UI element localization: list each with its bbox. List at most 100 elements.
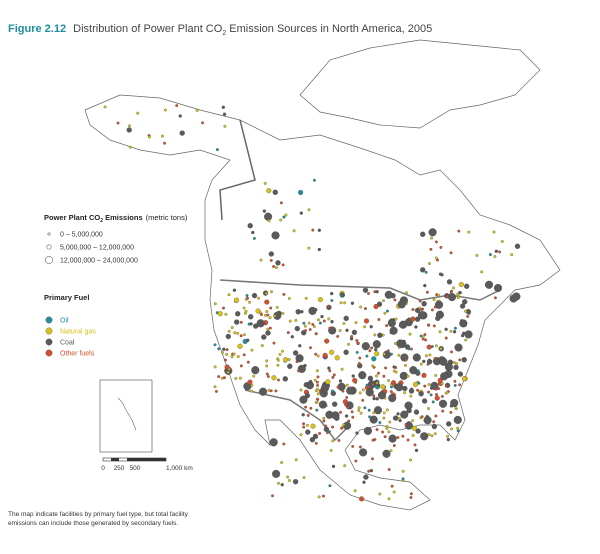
facility-dot [361, 388, 365, 392]
facility-dot [251, 366, 260, 375]
facility-dot [387, 468, 391, 471]
facility-dot [387, 497, 391, 501]
facility-dot [373, 333, 377, 337]
facility-dot [266, 327, 270, 331]
facility-dot [409, 496, 413, 499]
facility-dot [434, 395, 440, 401]
facility-dot [213, 302, 217, 306]
facility-dot [275, 305, 279, 309]
facility-dot [136, 111, 140, 115]
facility-dot [316, 375, 320, 379]
facility-dot [339, 301, 343, 305]
facility-dot [339, 410, 343, 414]
facility-dot [269, 306, 273, 310]
facility-dot [440, 372, 449, 381]
facility-dot [500, 240, 504, 243]
facility-dot [290, 335, 294, 339]
title-subscript: 2 [222, 30, 226, 37]
facility-dot [287, 479, 291, 482]
facility-dot [247, 322, 251, 326]
facility-dot [363, 325, 367, 329]
facility-dot [488, 253, 492, 257]
facility-dot [331, 425, 335, 429]
facility-dot [227, 293, 231, 297]
facility-dot [286, 475, 290, 479]
facility-dot [434, 373, 438, 377]
facility-dot [274, 266, 278, 269]
facility-dot [382, 299, 385, 303]
facility-dot [343, 315, 349, 322]
facility-dot [234, 376, 238, 380]
facility-dot [382, 416, 386, 420]
fuel-label: Coal [60, 340, 75, 347]
facility-dot [345, 383, 349, 387]
facility-dot [279, 218, 283, 222]
facility-dot [458, 383, 462, 387]
facility-dot [359, 448, 368, 457]
facility-dot [450, 350, 453, 354]
facility-dot [375, 397, 379, 401]
facility-dot [419, 334, 423, 338]
facility-dot [250, 383, 254, 387]
facility-dot [261, 334, 267, 340]
facility-dot [363, 474, 369, 480]
facility-dot [458, 281, 464, 288]
facility-dot [223, 124, 227, 128]
size-label: 0 – 5,000,000 [60, 232, 103, 239]
facility-dot [420, 308, 424, 311]
facility-dot [103, 105, 107, 109]
alaska-canada-border [219, 119, 256, 221]
fuel-symbol [45, 338, 53, 346]
facility-dot [484, 280, 494, 289]
facility-dot [355, 431, 359, 435]
facility-dot [221, 105, 225, 109]
facility-dot [280, 461, 284, 464]
fuel-symbol [45, 349, 53, 357]
facility-dot [315, 400, 319, 404]
facility-dot [226, 370, 230, 374]
facility-dot [357, 409, 361, 412]
facility-dot [346, 405, 350, 409]
facility-dot [248, 300, 251, 304]
facility-dot [454, 343, 463, 352]
facility-dot [233, 297, 240, 303]
facility-dot [372, 394, 376, 398]
facility-dot [178, 114, 182, 118]
facility-dot [421, 301, 427, 307]
facility-dot [438, 330, 442, 334]
facility-dot [259, 313, 263, 316]
facility-dot [354, 321, 358, 325]
facility-dot [457, 371, 464, 377]
facility-dot [441, 409, 445, 413]
facility-dot [279, 201, 283, 205]
facility-dot [309, 437, 316, 443]
facility-dot [342, 322, 346, 325]
facility-dot [375, 374, 378, 378]
facility-dot [317, 228, 321, 232]
legend: Power Plant CO2 Emissions (metric tons) 0… [44, 213, 188, 358]
facility-dot [292, 229, 296, 233]
facility-dot [280, 483, 284, 487]
facility-dot [340, 426, 344, 430]
facility-dot [464, 309, 467, 313]
facility-dot [312, 325, 316, 328]
facility-dot [215, 148, 219, 152]
facility-dot [434, 414, 438, 418]
facility-dot [411, 433, 415, 437]
hawaii-inset [99, 379, 153, 453]
facility-dot [358, 356, 362, 360]
facility-dot [266, 188, 272, 194]
facility-dot [294, 325, 300, 332]
facility-dot [384, 366, 388, 370]
facility-dot [286, 331, 290, 335]
facility-dot [276, 358, 280, 362]
facility-dot [408, 388, 415, 394]
facility-dot [464, 338, 468, 342]
facility-dot [444, 336, 448, 340]
facility-dot [407, 347, 411, 351]
facility-dot [355, 339, 359, 342]
facility-dot [292, 350, 299, 356]
facility-dot [223, 358, 227, 362]
facility-dot [387, 318, 396, 328]
